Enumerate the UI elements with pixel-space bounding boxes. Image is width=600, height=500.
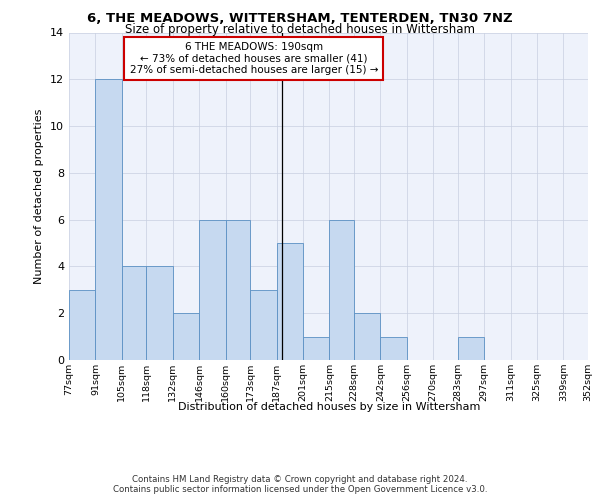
Bar bbox=[329, 220, 354, 360]
Bar bbox=[69, 290, 95, 360]
Bar bbox=[122, 266, 146, 360]
Bar bbox=[173, 313, 199, 360]
Text: Distribution of detached houses by size in Wittersham: Distribution of detached houses by size … bbox=[178, 402, 480, 412]
Text: 6 THE MEADOWS: 190sqm
← 73% of detached houses are smaller (41)
27% of semi-deta: 6 THE MEADOWS: 190sqm ← 73% of detached … bbox=[130, 42, 378, 75]
Bar bbox=[146, 266, 173, 360]
Text: Contains HM Land Registry data © Crown copyright and database right 2024.: Contains HM Land Registry data © Crown c… bbox=[132, 475, 468, 484]
Bar bbox=[95, 80, 122, 360]
Bar bbox=[380, 336, 407, 360]
Bar bbox=[250, 290, 277, 360]
Text: 6, THE MEADOWS, WITTERSHAM, TENTERDEN, TN30 7NZ: 6, THE MEADOWS, WITTERSHAM, TENTERDEN, T… bbox=[87, 12, 513, 26]
Bar bbox=[354, 313, 380, 360]
Text: Size of property relative to detached houses in Wittersham: Size of property relative to detached ho… bbox=[125, 22, 475, 36]
Bar bbox=[277, 243, 303, 360]
Bar bbox=[226, 220, 250, 360]
Text: Contains public sector information licensed under the Open Government Licence v3: Contains public sector information licen… bbox=[113, 484, 487, 494]
Y-axis label: Number of detached properties: Number of detached properties bbox=[34, 108, 44, 284]
Bar bbox=[303, 336, 329, 360]
Bar bbox=[199, 220, 226, 360]
Bar bbox=[458, 336, 484, 360]
